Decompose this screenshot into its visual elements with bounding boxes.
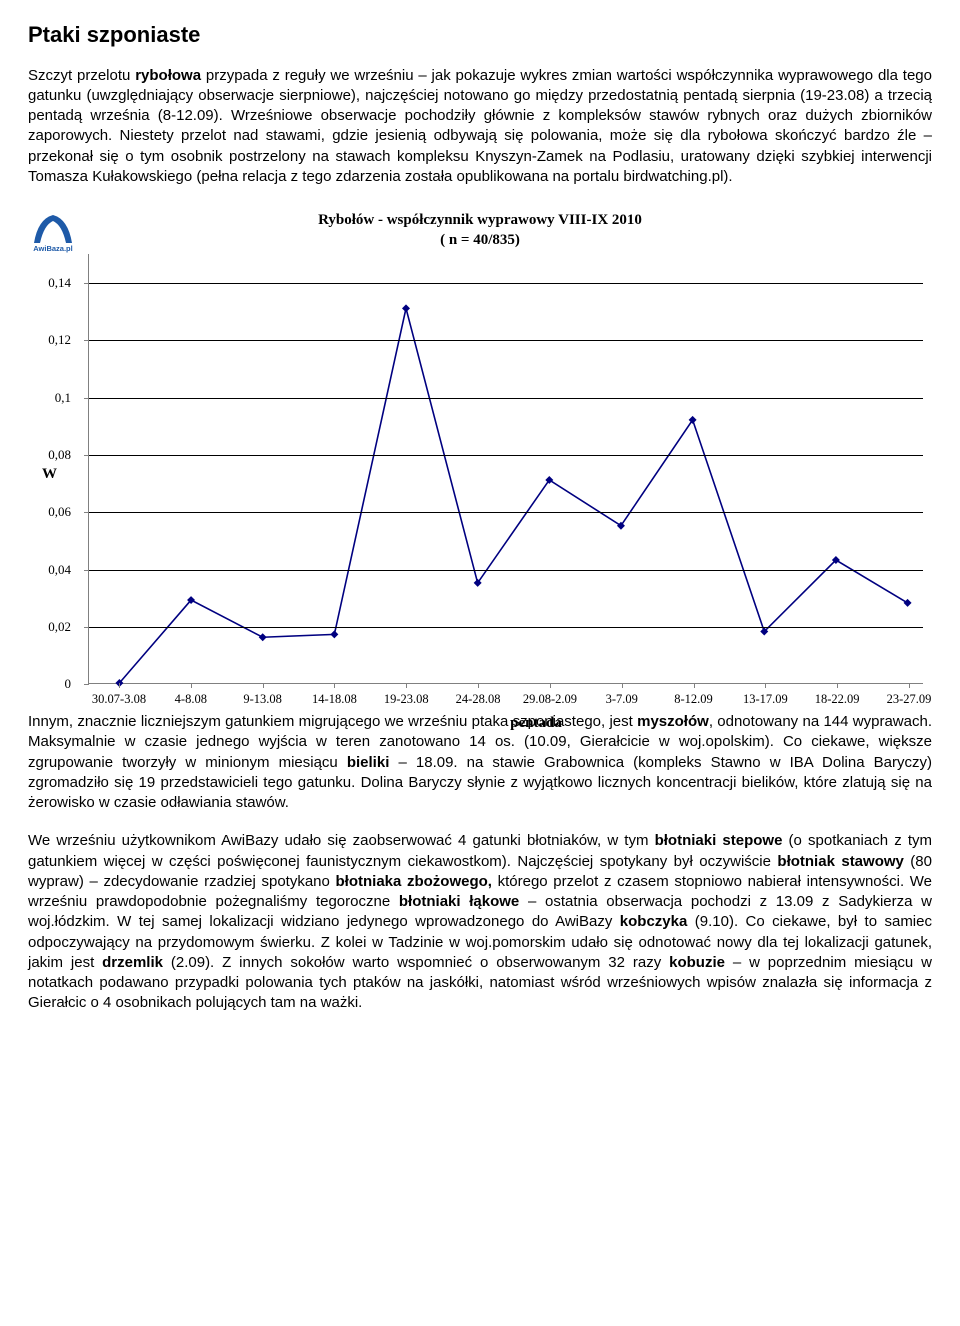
x-tick-label: 14-18.08 [312, 691, 357, 708]
bold-blotniak-stawowy: błotniak stawowy [777, 853, 903, 870]
awibaza-logo: AwiBaza.pl [28, 209, 78, 253]
bold-blotniaki-stepowe: błotniaki stepowe [655, 832, 783, 849]
bold-blotniaka-zbozowego: błotniaka zbożowego, [336, 873, 492, 890]
x-tick-label: 29.08-2.09 [523, 691, 577, 708]
gridline [89, 455, 923, 456]
x-tick-label: 8-12.09 [674, 691, 713, 708]
y-axis-label: W [42, 464, 57, 484]
paragraph-1: Szczyt przelotu rybołowa przypada z regu… [28, 66, 932, 188]
text: Szczyt przelotu [28, 67, 135, 84]
paragraph-3: We wrześniu użytkownikom AwiBazy udało s… [28, 831, 932, 1013]
x-tick-label: 30.07-3.08 [92, 691, 146, 708]
page-heading: Ptaki szponiaste [28, 20, 932, 50]
y-tick-label: 0,1 [55, 389, 71, 407]
bold-myszolow: myszołów [637, 713, 709, 730]
gridline [89, 512, 923, 513]
chart-title: Rybołów - współczynnik wyprawowy VIII-IX… [28, 211, 932, 250]
bold-bieliki: bieliki [347, 754, 390, 771]
y-tick-label: 0,08 [48, 446, 71, 464]
x-tick-label: 4-8.08 [175, 691, 207, 708]
y-tick-label: 0,06 [48, 503, 71, 521]
chart-line-series [89, 254, 923, 683]
bold-kobuzie: kobuzie [669, 954, 725, 971]
x-tick-label: 19-23.08 [384, 691, 429, 708]
bold-kobczyka: kobczyka [620, 913, 688, 930]
x-axis-label: pentada [510, 713, 562, 733]
x-tick-label: 18-22.09 [815, 691, 860, 708]
text: przypada z reguły we wrześniu – jak poka… [28, 67, 932, 185]
y-tick-label: 0,02 [48, 618, 71, 636]
chart-title-line2: ( n = 40/835) [440, 232, 520, 248]
chart-plot-area: pentada 00,020,040,060,080,10,120,1430.0… [88, 254, 923, 684]
y-tick-label: 0,14 [48, 274, 71, 292]
x-tick-label: 13-17.09 [743, 691, 788, 708]
text: We wrześniu użytkownikom AwiBazy udało s… [28, 832, 655, 849]
gridline [89, 398, 923, 399]
gridline [89, 340, 923, 341]
y-tick-label: 0,04 [48, 561, 71, 579]
gridline [89, 570, 923, 571]
chart-container: W pentada 00,020,040,060,080,10,120,1430… [28, 254, 933, 684]
svg-text:AwiBaza.pl: AwiBaza.pl [33, 244, 72, 253]
chart-title-line1: Rybołów - współczynnik wyprawowy VIII-IX… [318, 212, 642, 228]
gridline [89, 627, 923, 628]
paragraph-2: Innym, znacznie liczniejszym gatunkiem m… [28, 712, 932, 813]
x-tick-label: 23-27.09 [887, 691, 932, 708]
chart-header: AwiBaza.pl Rybołów - współczynnik wypraw… [28, 205, 932, 250]
text: (2.09). Z innych sokołów warto wspomnieć… [163, 954, 669, 971]
x-tick-label: 9-13.08 [243, 691, 282, 708]
x-tick-label: 24-28.08 [456, 691, 501, 708]
bold-blotniaki-lakowe: błotniaki łąkowe [399, 893, 519, 910]
bold-drzemlik: drzemlik [102, 954, 163, 971]
x-tick-label: 3-7.09 [606, 691, 638, 708]
gridline [89, 283, 923, 284]
y-tick-label: 0 [65, 675, 72, 693]
y-tick-label: 0,12 [48, 331, 71, 349]
bold-rybolowa: rybołowa [135, 67, 201, 84]
